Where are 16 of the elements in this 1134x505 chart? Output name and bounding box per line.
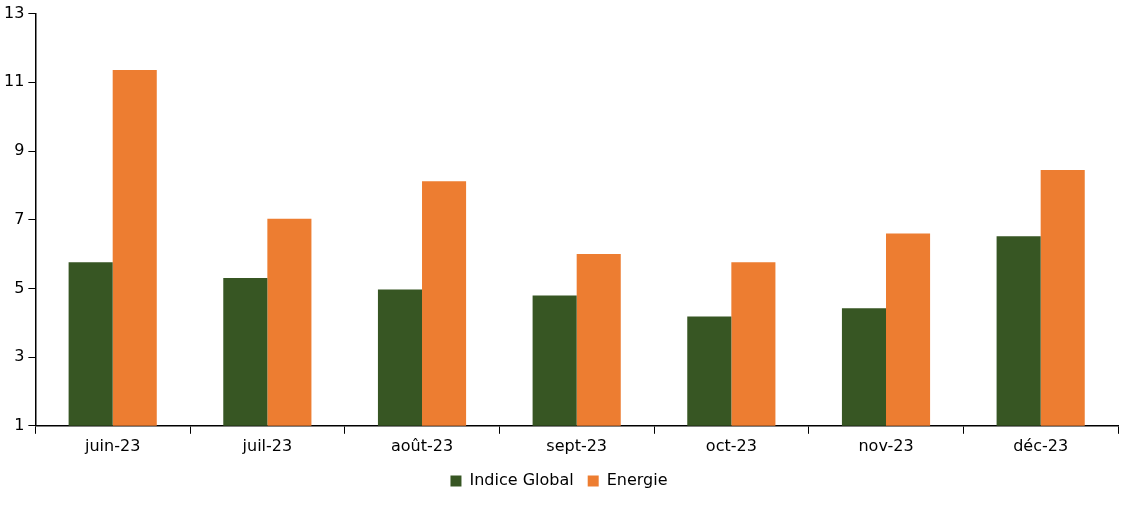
y-tick-label: 1 [14,414,25,434]
legend-label: Energie [606,470,668,490]
y-tick-label: 7 [14,208,25,228]
x-tick-label: juin-23 [84,435,141,455]
x-tick-label: déc-23 [1013,435,1069,455]
y-tick-label: 11 [4,71,25,91]
x-tick-label: août-23 [390,435,454,455]
legend-label: Indice Global [469,470,574,490]
x-tick-label: nov-23 [858,435,914,455]
y-tick-label: 13 [4,2,25,22]
y-tick-label: 5 [14,277,25,297]
y-tick-label: 9 [14,140,25,160]
y-tick-label: 3 [14,346,25,366]
x-tick-label: oct-23 [705,435,757,455]
x-tick-label: sept-23 [546,435,608,455]
x-tick-label: juil-23 [241,435,293,455]
